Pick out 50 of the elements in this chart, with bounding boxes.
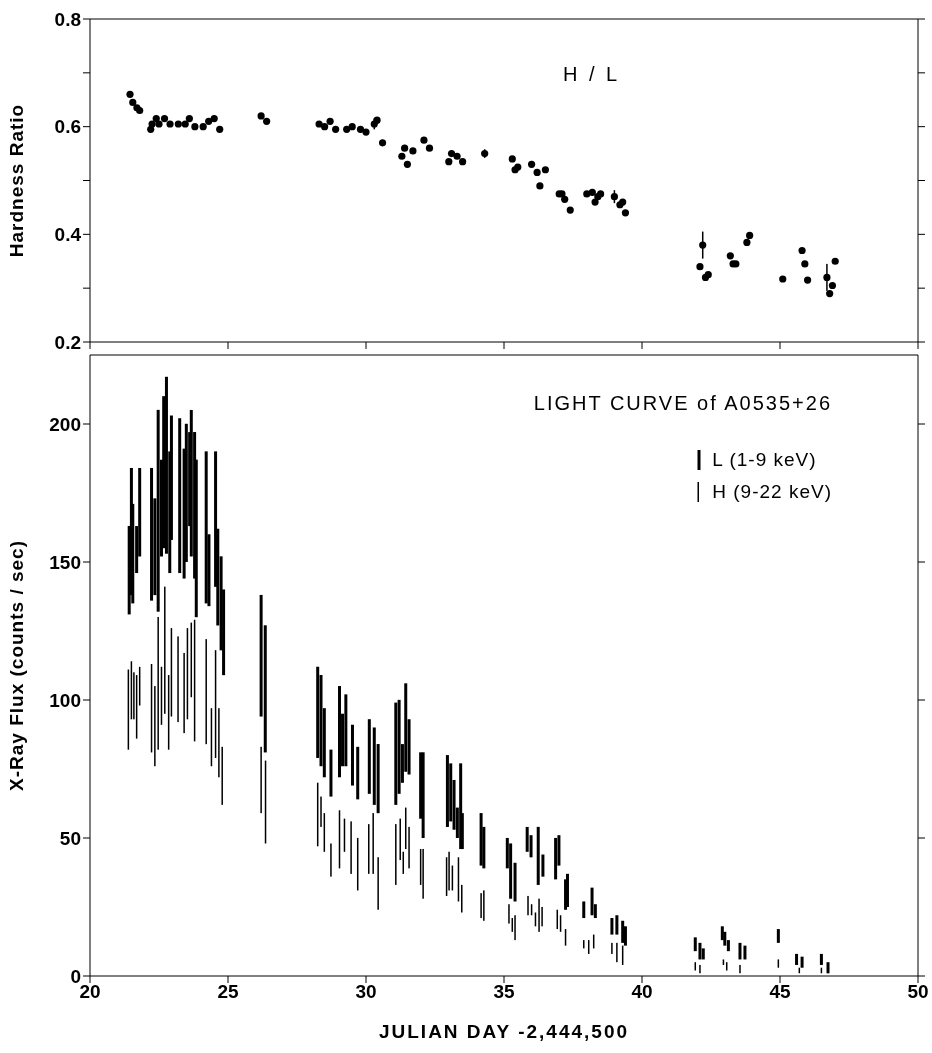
y-tick-label: 50 (59, 827, 81, 849)
x-tick-label: 35 (493, 981, 515, 1003)
y-tick-label: 0 (70, 965, 81, 987)
bar (344, 694, 348, 767)
bar (610, 918, 614, 935)
bar (513, 862, 517, 902)
bar (621, 920, 625, 943)
text: LIGHT CURVE of A0535+26 (533, 392, 832, 415)
bar (776, 929, 780, 943)
bar (150, 467, 154, 601)
bar (582, 901, 586, 919)
bar (350, 724, 354, 786)
x-tick-label: 20 (79, 981, 101, 1003)
bar (329, 749, 333, 797)
x-tick-label: 25 (217, 981, 239, 1003)
x-tick-label: 45 (769, 981, 791, 1003)
bar (743, 945, 747, 960)
bar (590, 887, 594, 916)
x-axis-title: JULIAN DAY -2,444,500 (378, 1021, 630, 1042)
y-tick-label: 100 (49, 689, 81, 711)
bar (445, 755, 449, 827)
bar (795, 953, 799, 965)
bar (421, 752, 425, 838)
legend-label: H (9-22 keV) (712, 481, 832, 503)
y-tick-label: 0.8 (54, 8, 81, 30)
bar (554, 837, 558, 880)
y-axis-title: X-Ray Flux (counts / sec) (5, 540, 27, 791)
y-tick-label: 200 (49, 413, 81, 435)
bar (615, 915, 619, 935)
y-tick-label: 0.2 (54, 331, 81, 353)
y-tick-label: 150 (49, 551, 81, 573)
y-axis-title: Hardness Ratio (5, 103, 27, 258)
annotation: H / L (563, 63, 621, 86)
y-tick-label: 0.6 (54, 116, 81, 138)
x-tick-label: 40 (631, 981, 653, 1003)
bar (819, 953, 823, 965)
y-tick-label: 0.4 (54, 224, 82, 246)
bar (338, 686, 341, 778)
bar (536, 826, 540, 885)
legend-label: L (1-9 keV) (712, 449, 817, 471)
bar (738, 942, 742, 960)
x-tick-label: 30 (355, 981, 377, 1003)
bar (394, 702, 398, 805)
bar (156, 409, 160, 612)
bar (367, 719, 371, 794)
bar (565, 873, 569, 907)
bar (800, 956, 804, 968)
x-tick-label: 50 (907, 981, 929, 1003)
bar (178, 418, 182, 574)
bar (356, 746, 360, 800)
